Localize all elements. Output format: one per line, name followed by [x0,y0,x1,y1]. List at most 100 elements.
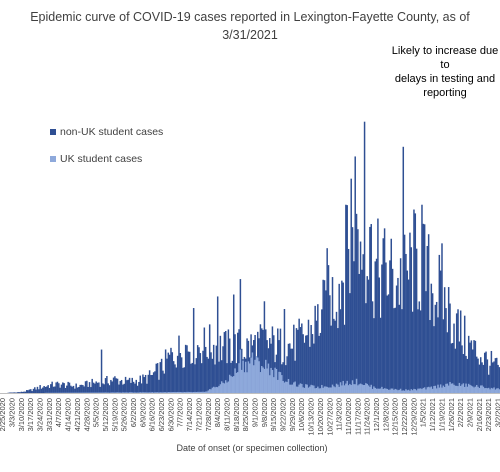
bar-non-uk [286,356,288,393]
bar-uk [176,391,179,393]
bar-uk [322,387,324,393]
bar-uk [442,385,445,393]
bar-uk [152,392,155,393]
bar-uk [387,389,390,393]
bar-uk [136,392,139,393]
bar-uk [274,367,276,393]
x-tick-label: 2/9/2021 [465,398,474,427]
x-tick-label: 4/14/2020 [64,398,73,431]
bar-uk [215,386,218,393]
bar-non-uk [160,358,163,393]
bar-non-uk [397,277,399,393]
x-tick-label: 10/6/2020 [297,398,306,431]
bar-uk [369,386,371,393]
bar-non-uk [403,234,406,393]
bar-uk [167,392,170,393]
bar-uk [438,387,441,393]
bar-non-uk [76,387,79,393]
bar-uk [174,392,176,393]
bar-non-uk [302,334,304,393]
bar-uk [483,388,486,393]
bar-non-uk [194,364,196,393]
bar-non-uk [382,238,384,393]
x-tick-label: 3/2/2021 [494,398,500,427]
bar-uk [315,387,318,393]
bar-uk [238,363,240,393]
bar-non-uk [414,213,417,393]
bar-uk [378,388,380,393]
bar-uk [363,384,366,393]
bar-non-uk [182,367,184,393]
bar-non-uk [455,313,458,393]
bar-uk [353,384,355,393]
bar-non-uk [335,311,338,393]
bar-non-uk [401,309,403,393]
x-tick-label: 4/21/2020 [73,398,82,431]
bar-non-uk [70,385,72,393]
bar-uk [126,392,128,393]
bar-uk [386,388,388,393]
bar-uk [234,368,236,393]
bar-non-uk [111,381,113,393]
bar-uk [399,388,402,393]
bar-uk [273,377,275,393]
bar-uk [441,387,443,393]
bar-uk [179,391,182,393]
bar-non-uk [295,328,298,393]
bar-non-uk [224,330,227,393]
bar-non-uk [277,328,279,393]
bar-uk [410,389,413,393]
bar-non-uk [450,343,453,393]
bar-non-uk [310,325,312,393]
bar-non-uk [263,301,266,393]
bar-non-uk [40,388,43,393]
chart-title: Epidemic curve of COVID-19 cases reporte… [0,8,500,44]
bar-non-uk [430,283,433,393]
bar-uk [341,385,343,393]
bar-non-uk [389,260,391,393]
x-tick-label: 1/26/2021 [447,398,456,431]
bar-non-uk [98,382,100,393]
bar-uk [249,363,251,393]
bar-non-uk [48,387,51,393]
chart-title-line-1: Epidemic curve of COVID-19 cases reporte… [30,10,470,24]
bar-uk [331,384,334,393]
bar-uk [350,385,352,393]
legend-label-uk: UK student cases [60,153,143,165]
bar-non-uk [162,370,164,393]
bar-uk [314,388,316,393]
x-tick-label: 3/3/2020 [8,398,17,427]
bar-uk [208,389,211,393]
bar-uk [281,375,283,393]
bar-uk [437,384,439,393]
bar-non-uk [498,367,500,393]
x-tick-label: 4/28/2020 [82,398,91,431]
bar-non-uk [116,378,119,393]
x-tick-label: 11/17/2020 [353,398,362,435]
bar-non-uk [164,349,167,393]
bar-non-uk [262,329,264,393]
bar-uk [327,387,330,393]
bar-uk [479,385,482,393]
bar-non-uk [140,383,143,393]
bar-non-uk [200,363,203,393]
x-tick-label: 7/21/2020 [194,398,203,431]
bar-uk [147,392,150,393]
bar-uk [342,380,344,393]
bar-uk [246,372,248,393]
bar-uk [453,384,455,393]
bar-non-uk [112,377,115,393]
bar-uk [192,392,195,393]
bar-non-uk [378,277,380,393]
bar-uk [345,383,347,393]
x-tick-label: 12/22/2020 [400,398,409,436]
bar-non-uk [31,391,33,393]
bar-non-uk [314,305,316,393]
x-tick-label: 11/24/2020 [363,398,372,435]
bar-non-uk [84,381,87,393]
bar-non-uk [483,352,486,393]
x-tick-label: 7/7/2020 [176,398,185,427]
bar-uk [361,384,363,393]
bar-non-uk [210,352,212,393]
bar-non-uk [341,280,343,393]
